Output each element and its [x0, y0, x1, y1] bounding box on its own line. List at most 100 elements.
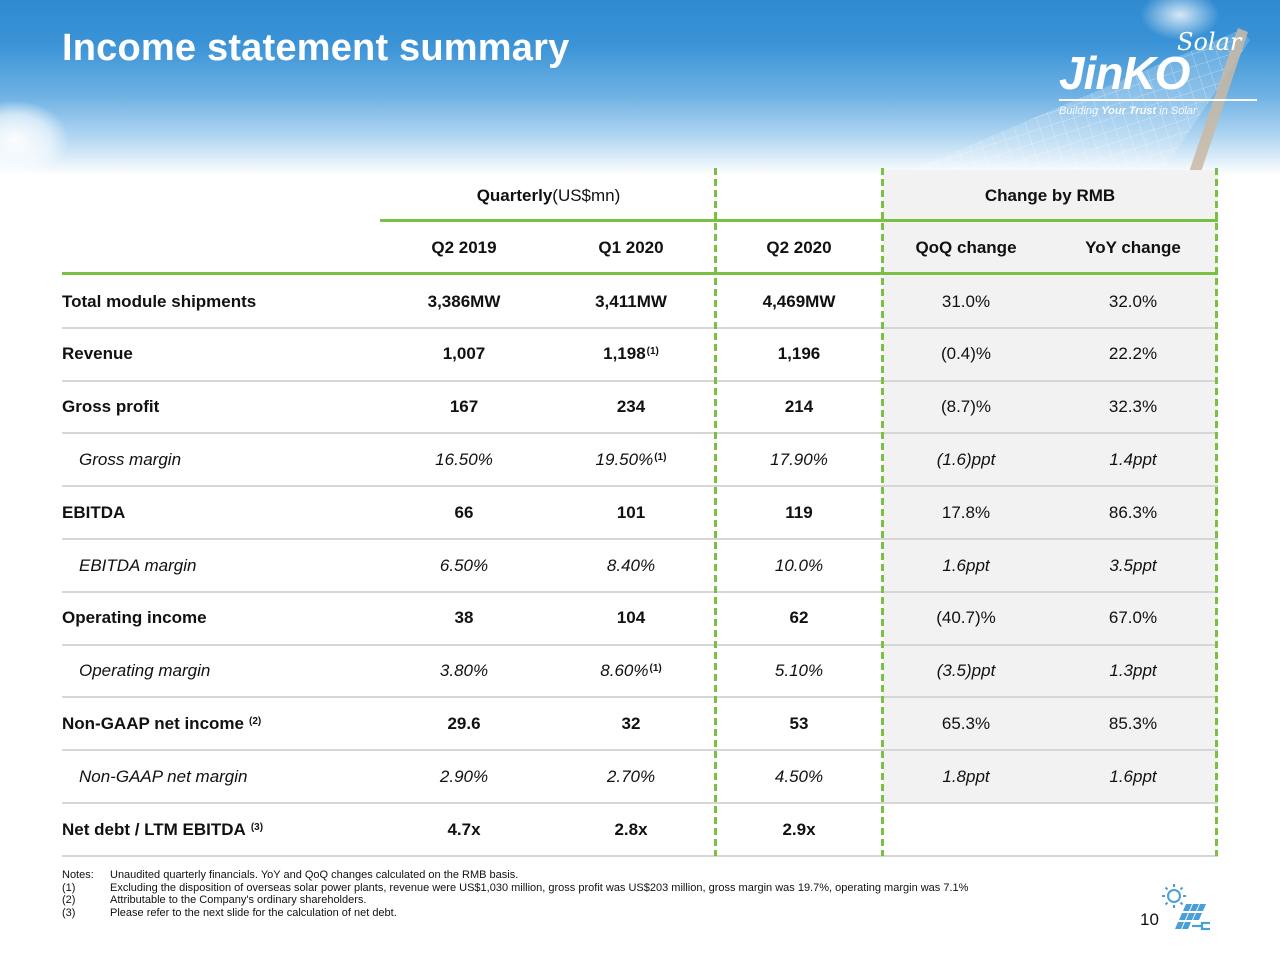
row-divider: [62, 802, 1218, 804]
cloud-decoration: [1140, 0, 1220, 40]
cell-q2-2019: 3.80%: [439, 661, 489, 681]
cell-qoq-change: 17.8%: [941, 502, 991, 522]
cell-q2-2019: 29.6: [447, 713, 481, 733]
cell-qoq-change: 1.6ppt: [942, 555, 990, 575]
row-divider: [62, 590, 1218, 593]
cell-q2-2020: 4,469MW: [762, 291, 836, 311]
cell-q1-2020: 8.40%: [606, 555, 656, 575]
cell-qoq-change: 31.0%: [941, 291, 991, 311]
row-divider: [62, 749, 1218, 752]
cell-qoq-change: [886, 803, 1046, 856]
page-number: 10: [1140, 910, 1159, 929]
logo-tagline: Building Your Trust in Solar: [1059, 105, 1197, 117]
cell-yoy-change: 1.3ppt: [1109, 661, 1157, 681]
cell-q2-2019: 2.90%: [439, 766, 489, 786]
cell-q1-2020: 234: [616, 397, 646, 417]
group-header-quarterly: Quarterly (US$mn): [476, 186, 621, 205]
cell-q2-2019: 38: [454, 608, 474, 628]
row-label: Revenue: [62, 344, 133, 364]
cell-yoy-change: 1.4ppt: [1109, 449, 1157, 469]
cell-q2-2019: 1,007: [442, 344, 486, 364]
cell-q2-2020: 5.10%: [774, 661, 824, 681]
cell-qoq-change: 65.3%: [941, 713, 991, 733]
column-divider: [881, 168, 884, 856]
row-divider: [62, 538, 1218, 540]
cell-yoy-change: 1.6ppt: [1109, 766, 1157, 786]
footnotes: Notes: Unaudited quarterly financials. Yo…: [62, 869, 968, 919]
cell-q1-2020: 32: [621, 713, 641, 733]
row-divider: [62, 643, 1218, 646]
column-divider: [714, 168, 717, 856]
cell-qoq-change: 1.8ppt: [942, 766, 990, 786]
row-divider: [62, 696, 1218, 699]
row-divider: [62, 326, 1218, 329]
cell-q2-2020: 4.50%: [774, 766, 824, 786]
row-label: Non-GAAP net margin: [79, 766, 248, 786]
cell-qoq-change: (1.6)ppt: [936, 449, 996, 469]
row-label: Total module shipments: [62, 291, 257, 311]
row-label: Gross profit: [62, 397, 160, 417]
cell-q1-2020: 101: [616, 502, 646, 522]
note-row: (2) Attributable to the Company's ordinar…: [62, 894, 367, 907]
cell-q2-2020: 17.90%: [770, 449, 828, 469]
row-label: Non-GAAP net income (2): [62, 713, 262, 733]
cell-q2-2019: 3,386MW: [427, 291, 501, 311]
cell-q1-2020: 8.60% (1): [600, 661, 662, 681]
row-label: Operating income: [62, 608, 207, 628]
note-row: (1) Excluding the disposition of overseas…: [62, 881, 969, 894]
row-divider: [62, 854, 1218, 857]
cell-q2-2020: 62: [789, 608, 809, 628]
row-divider: [62, 379, 1218, 382]
row-label: Net debt / LTM EBITDA (3): [62, 819, 264, 839]
cell-q2-2020: 10.0%: [774, 555, 824, 575]
jinko-solar-logo: Solar JinKO Building Your Trust in Solar: [1055, 28, 1260, 123]
solar-panel-image: [900, 10, 1280, 175]
solar-panel-sun-icon: [1158, 882, 1214, 938]
cell-yoy-change: [1053, 803, 1213, 856]
column-divider: [1215, 168, 1218, 856]
header-divider: [380, 219, 1218, 222]
cell-yoy-change: 32.3%: [1108, 397, 1158, 417]
cell-qoq-change: (0.4)%: [940, 344, 992, 364]
header-divider: [62, 272, 1218, 275]
row-label: Operating margin: [79, 661, 211, 681]
logo-brand-word: JinKO: [1059, 47, 1190, 99]
row-divider: [62, 432, 1218, 435]
cell-q1-2020: 2.8x: [614, 819, 648, 839]
logo-solar-word: Solar: [1177, 28, 1242, 56]
cell-qoq-change: (3.5)ppt: [936, 661, 996, 681]
column-header-q2-2019: Q2 2019: [431, 238, 497, 257]
column-header-q2-2020: Q2 2020: [766, 238, 832, 257]
note-row: (3) Please refer to the next slide for th…: [62, 906, 397, 919]
group-header-change: Change by RMB: [984, 186, 1116, 205]
cloud-decoration: [0, 100, 70, 180]
cell-q2-2019: 16.50%: [435, 449, 493, 469]
column-header-yoy: YoY change: [1085, 238, 1181, 257]
cell-q2-2020: 2.9x: [782, 819, 816, 839]
cell-yoy-change: 67.0%: [1108, 608, 1158, 628]
cell-q1-2020: 3,411MW: [595, 291, 667, 311]
cell-qoq-change: (8.7)%: [940, 397, 992, 417]
cell-yoy-change: 86.3%: [1108, 502, 1158, 522]
cell-q2-2019: 66: [454, 502, 474, 522]
cell-q2-2020: 214: [784, 397, 814, 417]
column-header-q1-2020: Q1 2020: [598, 238, 664, 257]
cell-yoy-change: 85.3%: [1108, 713, 1158, 733]
cell-q2-2019: 167: [449, 397, 479, 417]
row-label: EBITDA: [62, 502, 126, 522]
column-header-qoq: QoQ change: [915, 238, 1017, 257]
cell-yoy-change: 3.5ppt: [1109, 555, 1157, 575]
cell-q2-2019: 6.50%: [439, 555, 489, 575]
cell-q1-2020: 2.70%: [606, 766, 656, 786]
logo-underline: [1059, 99, 1257, 101]
cell-q1-2020: 19.50% (1): [595, 449, 667, 469]
cell-q2-2020: 1,196: [777, 344, 821, 364]
cell-qoq-change: (40.7)%: [936, 608, 996, 628]
row-divider: [62, 485, 1218, 488]
cell-q1-2020: 104: [616, 608, 646, 628]
page-title: Income statement summary: [62, 27, 570, 69]
cell-q2-2020: 53: [789, 713, 809, 733]
note-row: Notes: Unaudited quarterly financials. Yo…: [62, 869, 519, 881]
cell-q1-2020: 1,198 (1): [603, 344, 659, 364]
row-label: Gross margin: [79, 449, 182, 469]
